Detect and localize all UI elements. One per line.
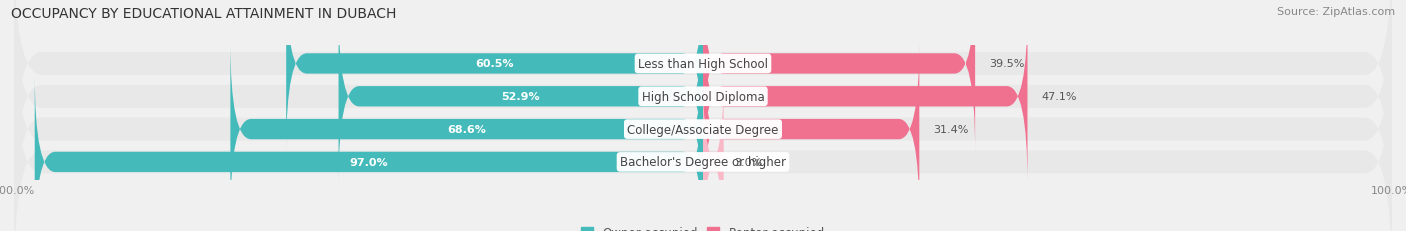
FancyBboxPatch shape bbox=[14, 0, 1392, 183]
Text: OCCUPANCY BY EDUCATIONAL ATTAINMENT IN DUBACH: OCCUPANCY BY EDUCATIONAL ATTAINMENT IN D… bbox=[11, 7, 396, 21]
FancyBboxPatch shape bbox=[14, 10, 1392, 231]
Text: 39.5%: 39.5% bbox=[988, 59, 1025, 69]
FancyBboxPatch shape bbox=[703, 0, 976, 152]
FancyBboxPatch shape bbox=[231, 42, 703, 217]
FancyBboxPatch shape bbox=[339, 9, 703, 185]
Text: 47.1%: 47.1% bbox=[1042, 92, 1077, 102]
Text: 31.4%: 31.4% bbox=[934, 125, 969, 134]
FancyBboxPatch shape bbox=[14, 0, 1392, 216]
FancyBboxPatch shape bbox=[703, 42, 920, 217]
Text: 60.5%: 60.5% bbox=[475, 59, 513, 69]
Text: College/Associate Degree: College/Associate Degree bbox=[627, 123, 779, 136]
Text: 3.0%: 3.0% bbox=[734, 157, 762, 167]
FancyBboxPatch shape bbox=[703, 9, 1028, 185]
Text: 52.9%: 52.9% bbox=[502, 92, 540, 102]
Text: Less than High School: Less than High School bbox=[638, 58, 768, 71]
Legend: Owner-occupied, Renter-occupied: Owner-occupied, Renter-occupied bbox=[576, 222, 830, 231]
Text: 97.0%: 97.0% bbox=[350, 157, 388, 167]
FancyBboxPatch shape bbox=[35, 74, 703, 231]
FancyBboxPatch shape bbox=[14, 43, 1392, 231]
Text: Source: ZipAtlas.com: Source: ZipAtlas.com bbox=[1277, 7, 1395, 17]
Text: Bachelor's Degree or higher: Bachelor's Degree or higher bbox=[620, 156, 786, 169]
Text: 68.6%: 68.6% bbox=[447, 125, 486, 134]
Text: High School Diploma: High School Diploma bbox=[641, 90, 765, 103]
FancyBboxPatch shape bbox=[703, 74, 724, 231]
FancyBboxPatch shape bbox=[287, 0, 703, 152]
